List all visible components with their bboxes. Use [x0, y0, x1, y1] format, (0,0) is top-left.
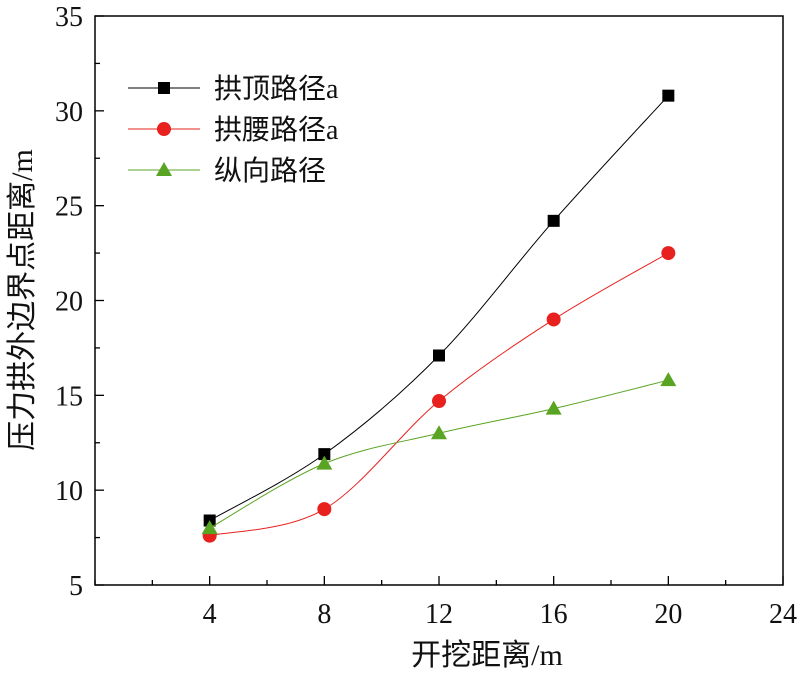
legend-item: 拱腰路径a [128, 114, 339, 146]
legend-item: 纵向路径 [128, 155, 326, 187]
y-tick-label: 35 [55, 2, 83, 33]
plot-frame [94, 15, 784, 586]
legend-label: 拱顶路径a [214, 73, 339, 105]
data-point [545, 400, 562, 415]
tick-group: 4 8 12 16 20 24 5 10 15 20 25 30 35 [55, 2, 797, 630]
series-1 [203, 89, 675, 527]
y-tick-label: 30 [55, 97, 83, 128]
x-tick-label: 20 [654, 599, 682, 630]
data-point [318, 448, 331, 461]
data-point [661, 246, 676, 261]
x-tick-label: 16 [540, 599, 568, 630]
data-point [317, 502, 332, 517]
y-axis-label: 压力拱外边界点距离/m [6, 149, 39, 451]
series-group [201, 89, 677, 543]
data-point [432, 394, 446, 409]
legend: 拱顶路径a 拱腰路径a 纵向路径 [128, 73, 339, 187]
legend-label: 纵向路径 [214, 155, 326, 187]
data-point [433, 349, 445, 362]
x-tick-label: 12 [425, 599, 453, 630]
data-point [201, 520, 218, 535]
data-point [546, 312, 561, 327]
x-tick-label: 8 [317, 599, 331, 630]
legend-marker [156, 162, 172, 176]
data-point [660, 372, 677, 387]
legend-item: 拱顶路径a [128, 73, 339, 105]
data-point [547, 214, 560, 227]
y-tick-label: 10 [55, 476, 83, 507]
x-tick-label: 4 [203, 599, 217, 630]
x-axis-label: 开挖距离/m [411, 639, 563, 672]
x-tick-label: 24 [769, 599, 797, 630]
axes [94, 15, 784, 586]
legend-marker [158, 82, 170, 94]
y-tick-label: 5 [69, 571, 83, 602]
series-3 [201, 372, 677, 535]
data-point [316, 455, 333, 470]
data-point [431, 425, 447, 440]
y-tick-label: 25 [55, 192, 83, 223]
series-2 [202, 246, 676, 543]
legend-marker [157, 122, 171, 136]
y-tick-label: 15 [55, 381, 83, 412]
data-point [662, 89, 675, 102]
y-tick-label: 20 [55, 287, 83, 318]
legend-label: 拱腰路径a [214, 114, 339, 146]
